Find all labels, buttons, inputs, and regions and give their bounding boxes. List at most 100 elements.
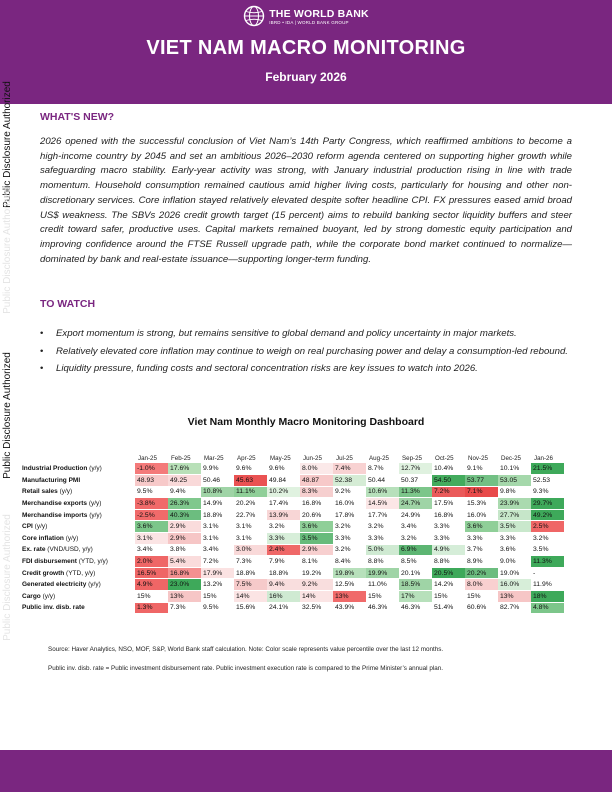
value-cell: 24.9% <box>399 509 432 522</box>
table-row: Public inv. disb. rate 1.3% 7.3% 9.5% 15.6% 2… <box>22 602 564 615</box>
indicator-name: Ex. rate <box>22 546 46 554</box>
row-label: Merchandise imports (y/y) <box>22 509 135 522</box>
indicator-name: Public inv. disb. rate <box>22 604 85 612</box>
corner-cell <box>22 454 135 463</box>
table-row: Merchandise exports (y/y) -3.8% 26.3% 14.9%… <box>22 497 564 510</box>
month-header: Dec-25 <box>501 455 521 462</box>
footer-band <box>0 750 612 792</box>
value-cell: 26.3% <box>168 497 201 510</box>
month-header: Jan-26 <box>534 455 553 462</box>
dashboard-title: Viet Nam Monthly Macro Monitoring Dashbo… <box>187 416 425 428</box>
value-cell: 16.0% <box>333 497 366 510</box>
value-cell: 50.37 <box>399 474 432 487</box>
month-header: Jul-25 <box>336 455 353 462</box>
value-cell: 17.8% <box>333 509 366 522</box>
value-cell: 14% <box>234 590 267 603</box>
value-cell: 8.0% <box>465 578 498 592</box>
value-cell: 8.8% <box>432 555 465 568</box>
table-row: FDI disbursement (YTD, y/y) 2.0% 5.4% 7.2% 7… <box>22 555 564 568</box>
value-cell: 4.9% <box>432 544 465 557</box>
value-cell: 3.1% <box>234 532 267 545</box>
value-cell: 8.5% <box>399 555 432 568</box>
value-cell: 3.2% <box>267 520 300 534</box>
value-cell: 60.6% <box>465 602 498 615</box>
value-cell: 3.1% <box>201 520 234 534</box>
value-cell: 3.4% <box>201 544 234 557</box>
disclosure-label-ghost-upper: Public Disclosure Authorized <box>1 186 13 314</box>
logo-name: THE WORLD BANK <box>269 7 369 20</box>
value-cell: 3.0% <box>234 544 267 557</box>
value-cell: 3.2% <box>333 520 366 534</box>
value-cell: 13% <box>333 590 366 603</box>
value-cell: 20.2% <box>234 497 267 510</box>
month-header: Jun-25 <box>303 455 322 462</box>
month-header: Nov-25 <box>468 455 488 462</box>
whats-new-paragraph: 2026 opened with the successful conclusi… <box>40 136 572 265</box>
value-cell: 52.53 <box>531 474 564 487</box>
value-cell: 3.5% <box>300 532 333 545</box>
value-cell: 45.63 <box>234 474 267 487</box>
value-cell: 12.5% <box>333 578 366 592</box>
value-cell: 11.0% <box>366 578 399 592</box>
value-cell: 16.8% <box>300 497 333 510</box>
value-cell: 24.1% <box>267 602 300 615</box>
value-cell: 19.0% <box>498 567 531 580</box>
table-row: Industrial Production (y/y) -1.0% 17.6% 9.9… <box>22 463 564 476</box>
value-cell: 15.3% <box>465 497 498 510</box>
value-cell: 3.1% <box>201 532 234 545</box>
value-cell: 7.2% <box>432 486 465 499</box>
value-cell: 15% <box>366 590 399 603</box>
table-row: Core inflation (y/y) 3.1% 2.9% 3.1% 3.1% 3.3%… <box>22 532 564 545</box>
month-header: Aug-25 <box>369 455 389 462</box>
value-cell: 21.5% <box>531 463 564 476</box>
value-cell: 13% <box>168 590 201 603</box>
value-cell: 14.2% <box>432 578 465 592</box>
value-cell: 8.1% <box>300 555 333 568</box>
value-cell: 5.0% <box>366 544 399 557</box>
value-cell: 7.3% <box>234 555 267 568</box>
value-cell: -2.5% <box>135 509 168 522</box>
source-note: Source: Haver Analytics, NSO, MOF, S&P, … <box>48 646 444 653</box>
month-header: Apr-25 <box>237 455 256 462</box>
value-cell: 15% <box>465 590 498 603</box>
report-date: February 2026 <box>265 70 347 84</box>
indicator-unit: (y/y) <box>87 465 102 473</box>
whats-new-heading: WHAT'S NEW? <box>40 111 115 123</box>
value-cell: 10.6% <box>366 486 399 499</box>
value-cell: 4.8% <box>531 602 564 615</box>
indicator-unit: (y/y) <box>86 581 101 589</box>
value-cell: 9.4% <box>168 486 201 499</box>
disclosure-label-middle: Public Disclosure Authorized <box>1 351 13 479</box>
world-bank-logo: THE WORLD BANK IBRD • IDA | WORLD BANK G… <box>0 5 612 27</box>
table-row: Generated electricity (y/y) 4.9% 23.0% 13.2… <box>22 578 564 592</box>
dashboard-header-row: Jan-25 Feb-25 Mar-25 Apr-25 May-25 Jun-25 Jul-… <box>22 454 564 463</box>
month-header: Sep-25 <box>402 455 422 462</box>
value-cell: 13.9% <box>267 509 300 522</box>
value-cell: 7.5% <box>234 578 267 592</box>
value-cell: 10.8% <box>201 486 234 499</box>
value-cell: 3.3% <box>267 532 300 545</box>
row-label: FDI disbursement (YTD, y/y) <box>22 555 135 568</box>
value-cell: 9.4% <box>267 578 300 592</box>
value-cell: 4.9% <box>135 578 168 592</box>
value-cell: 9.2% <box>333 486 366 499</box>
value-cell: 3.3% <box>333 532 366 545</box>
value-cell: 19.2% <box>300 567 333 580</box>
value-cell: 10.2% <box>267 486 300 499</box>
value-cell: 7.3% <box>168 602 201 615</box>
value-cell: 3.1% <box>234 520 267 534</box>
table-row: Credit growth (YTD, y/y) 16.5% 16.8% 17.9% 1… <box>22 567 564 580</box>
value-cell: 17.9% <box>201 567 234 580</box>
value-cell: 9.1% <box>465 463 498 476</box>
table-row: Manufacturing PMI 48.93 49.25 50.46 45.63 49.… <box>22 474 564 487</box>
value-cell: 46.3% <box>399 602 432 615</box>
value-cell: 18.5% <box>399 578 432 592</box>
value-cell: 11.1% <box>234 486 267 499</box>
value-cell: 10.4% <box>432 463 465 476</box>
value-cell: 16.5% <box>135 567 168 580</box>
row-label: Ex. rate (VND/USD, y/y) <box>22 544 135 557</box>
indicator-unit: (YTD, y/y) <box>64 569 96 577</box>
to-watch-item: • Relatively elevated core inflation may … <box>40 345 572 360</box>
indicator-name: Merchandise imports <box>22 511 88 519</box>
row-label: Public inv. disb. rate <box>22 602 135 615</box>
